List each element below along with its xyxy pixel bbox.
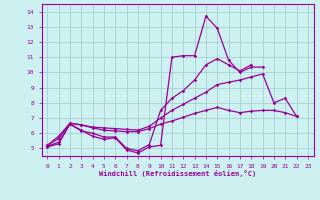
X-axis label: Windchill (Refroidissement éolien,°C): Windchill (Refroidissement éolien,°C) [99,170,256,177]
